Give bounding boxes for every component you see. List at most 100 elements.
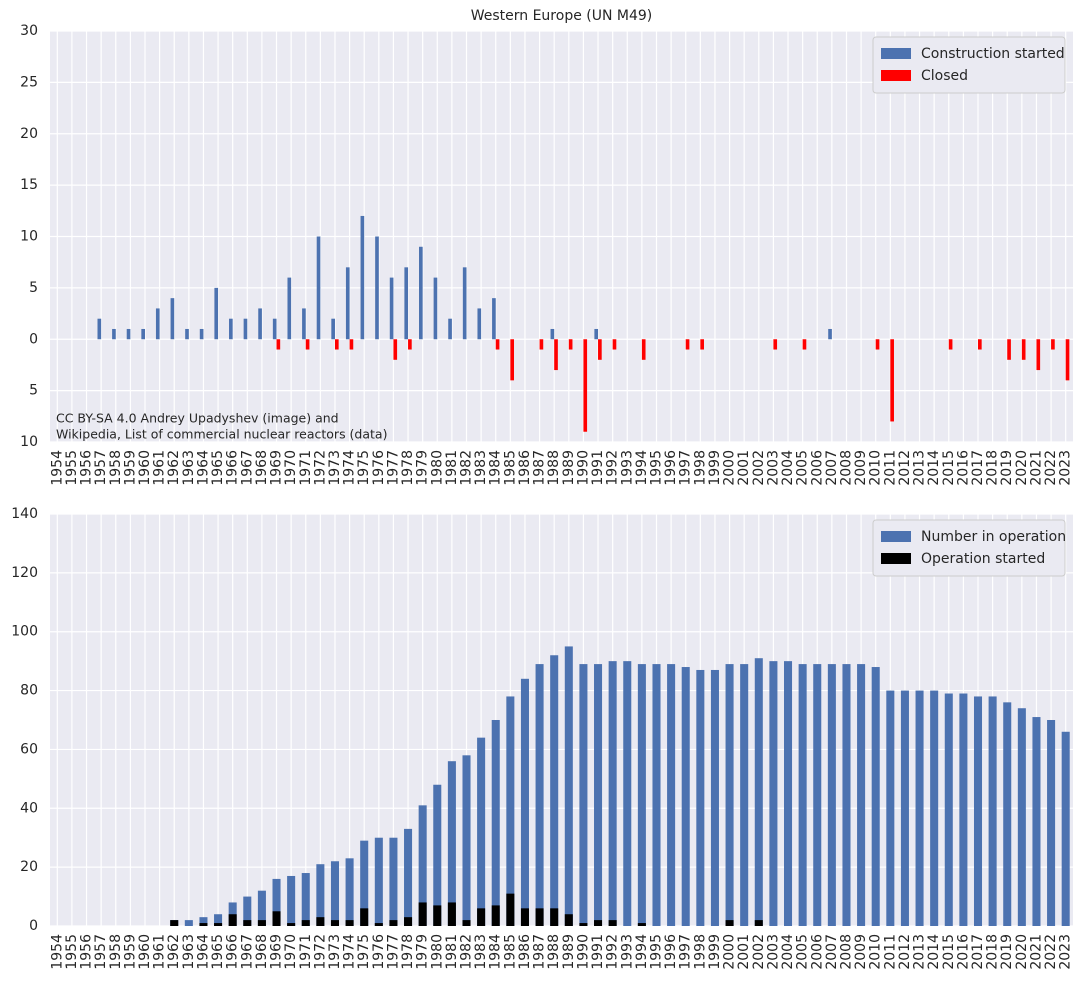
bar: [608, 920, 617, 926]
bar: [112, 328, 116, 340]
x-tick-label: 1955: [64, 450, 80, 486]
x-tick-label: 1964: [195, 934, 211, 970]
x-tick-label: 1987: [532, 450, 548, 486]
x-tick-label: 1965: [210, 450, 226, 486]
x-tick-label: 2014: [926, 450, 942, 486]
x-tick-label: 1982: [459, 934, 475, 970]
x-tick-label: 2013: [912, 934, 928, 970]
x-tick-label: 1985: [502, 450, 518, 486]
x-tick-label: 1988: [546, 450, 562, 486]
bar: [784, 661, 793, 926]
bar: [393, 339, 398, 360]
x-tick-label: 1974: [342, 450, 358, 486]
bar: [404, 267, 409, 340]
x-tick-label: 1959: [122, 934, 138, 970]
bar: [155, 308, 160, 340]
bar: [637, 664, 646, 926]
x-tick-label: 1972: [312, 450, 328, 486]
bar: [564, 914, 573, 926]
bar: [550, 655, 559, 926]
bar: [316, 864, 325, 926]
bar: [418, 805, 427, 926]
bar: [316, 236, 321, 340]
x-tick-label: 1976: [371, 450, 387, 486]
x-tick-label: 1968: [254, 450, 270, 486]
x-tick-label: 2023: [1058, 450, 1074, 486]
x-tick-label: 2021: [1028, 934, 1044, 970]
bar: [228, 914, 237, 926]
bar: [408, 339, 412, 350]
x-tick-label: 2018: [985, 450, 1001, 486]
x-tick-label: 2002: [751, 934, 767, 970]
x-tick-label: 2000: [722, 934, 738, 970]
x-tick-label: 1964: [195, 450, 211, 486]
x-tick-label: 2008: [838, 934, 854, 970]
x-tick-label: 1974: [342, 934, 358, 970]
bar: [257, 920, 266, 926]
bar: [272, 878, 281, 926]
bar: [652, 664, 661, 926]
x-tick-label: 1995: [648, 934, 664, 970]
y-tick-label: 10: [20, 229, 38, 245]
y-tick-label: 25: [20, 74, 38, 90]
x-tick-label: 1977: [385, 934, 401, 970]
bar: [375, 236, 379, 340]
x-tick-label: 1980: [429, 450, 445, 486]
x-tick-label: 1973: [327, 934, 343, 970]
bar: [126, 328, 131, 340]
x-tick-label: 2000: [722, 450, 738, 486]
bar: [477, 737, 486, 926]
bar: [667, 664, 676, 926]
bar: [857, 664, 866, 926]
bar: [447, 761, 456, 926]
bar: [330, 861, 339, 926]
bar: [813, 664, 822, 926]
bar: [360, 908, 369, 926]
bar: [229, 318, 233, 340]
y-tick-label: 5: [29, 280, 38, 296]
bar: [827, 664, 836, 926]
x-tick-label: 2015: [941, 450, 957, 486]
bar: [696, 669, 705, 926]
x-tick-label: 1962: [166, 934, 182, 970]
bar: [389, 920, 398, 926]
x-tick-label: 1967: [239, 934, 255, 970]
x-tick-label: 1979: [415, 934, 431, 970]
x-tick-label: 1991: [590, 934, 606, 970]
x-tick-label: 2007: [824, 450, 840, 486]
legend-label: Construction started: [921, 46, 1065, 62]
y-tick-label: 100: [11, 624, 38, 640]
x-tick-label: 1981: [444, 934, 460, 970]
bar: [612, 339, 617, 350]
bar: [276, 339, 281, 350]
bar: [754, 658, 763, 926]
bar: [1007, 339, 1011, 360]
bar: [725, 920, 734, 926]
legend-swatch: [881, 70, 911, 81]
legend-box: [872, 519, 1066, 577]
x-tick-label: 1956: [79, 450, 95, 486]
bar: [272, 911, 281, 926]
bar: [1017, 708, 1026, 926]
x-tick-label: 2016: [955, 450, 971, 486]
x-tick-label: 1979: [415, 450, 431, 486]
x-tick-label: 1986: [517, 934, 533, 970]
bar: [506, 696, 515, 926]
x-tick-label: 1982: [459, 450, 475, 486]
x-tick-label: 1992: [605, 934, 621, 970]
x-tick-label: 2020: [1014, 450, 1030, 486]
bar: [491, 720, 500, 926]
y-tick-label: 15: [20, 177, 38, 193]
bar: [828, 328, 832, 340]
bar: [258, 308, 262, 340]
x-tick-label: 1954: [49, 450, 65, 486]
bar: [462, 920, 471, 926]
x-tick-label: 2004: [780, 934, 796, 970]
x-tick-label: 1996: [663, 934, 679, 970]
bar: [1047, 720, 1056, 926]
x-tick-label: 1984: [488, 934, 504, 970]
bar: [740, 664, 749, 926]
bar: [535, 664, 544, 926]
bar: [345, 858, 354, 926]
x-tick-label: 1960: [137, 450, 153, 486]
